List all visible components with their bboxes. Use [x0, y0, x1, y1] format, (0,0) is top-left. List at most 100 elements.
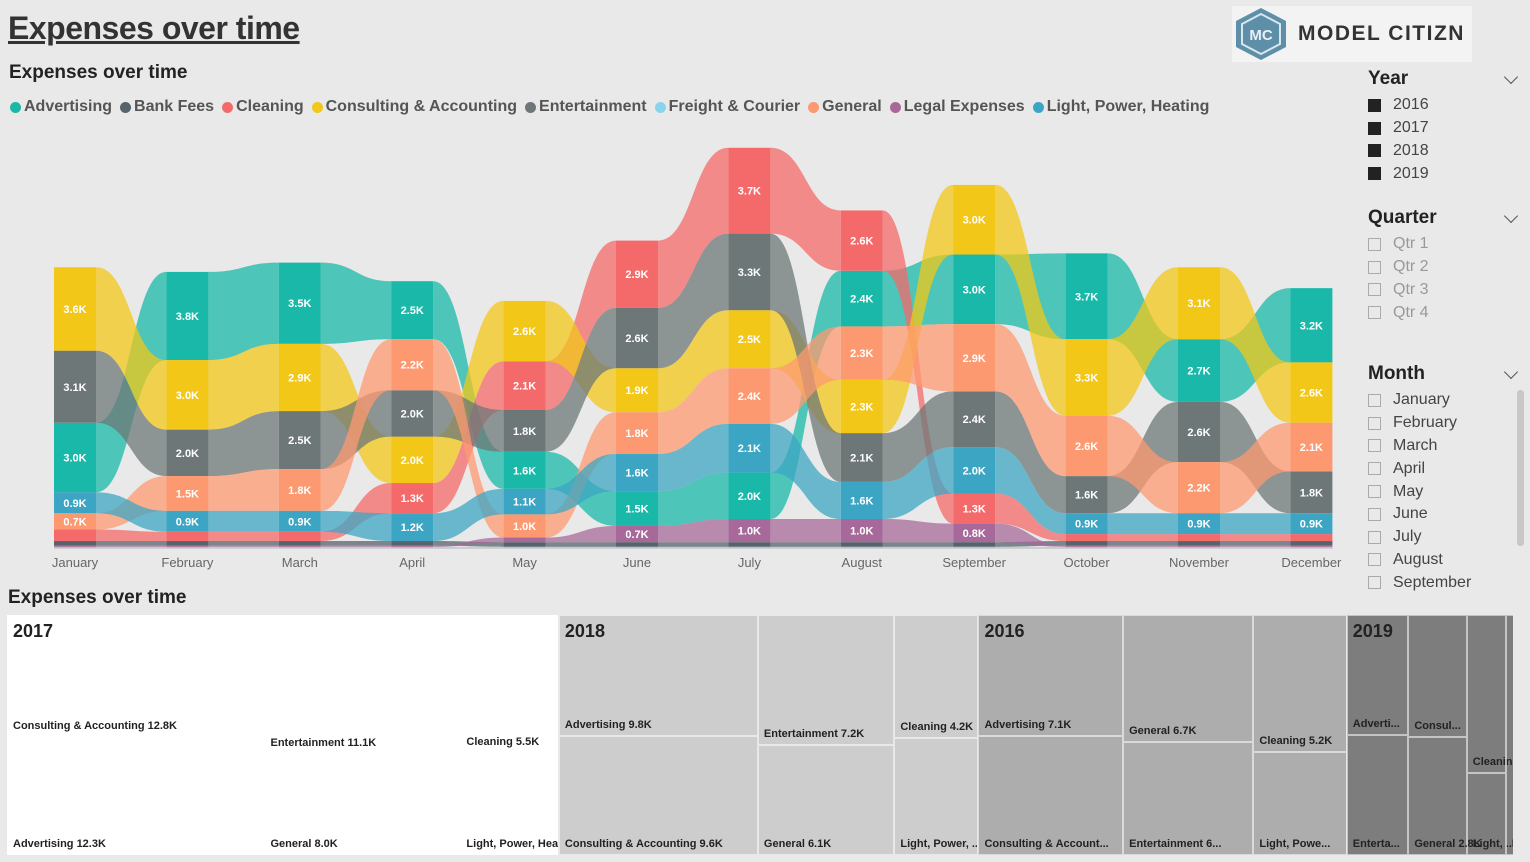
treemap-leaf-light-power-heating[interactable]: Light, ...	[1466, 772, 1513, 855]
ribbon-segment[interactable]	[54, 513, 96, 530]
treemap-chart[interactable]: Consulting & Accounting 12.8K Advertising…	[7, 615, 1514, 855]
ribbon-segment[interactable]	[166, 546, 209, 548]
treemap-leaf-consulting-accounting[interactable]: Consul...	[1408, 615, 1467, 738]
legend-item-consulting-accounting[interactable]: Consulting & Accounting	[311, 98, 517, 116]
ribbon-segment[interactable]	[278, 546, 321, 548]
treemap-leaf-consulting-accounting[interactable]: Consulting & Account...	[978, 735, 1124, 855]
ribbon-segment[interactable]	[166, 429, 209, 477]
ribbon-segment[interactable]	[391, 541, 434, 546]
legend-item-cleaning[interactable]: Cleaning	[222, 98, 304, 116]
ribbon-segment[interactable]	[503, 546, 546, 548]
ribbon-segment[interactable]	[278, 343, 321, 412]
ribbon-segment[interactable]	[278, 531, 321, 542]
slicer-option-february[interactable]: February	[1368, 412, 1518, 435]
treemap-leaf-advertising[interactable]: Adverti...	[1346, 615, 1409, 735]
treemap-leaf-entertainment[interactable]: Entertainment 6...	[1123, 741, 1254, 855]
series-entertainment[interactable]	[96, 233, 1291, 514]
ribbon-segment[interactable]	[1290, 545, 1333, 547]
treemap-leaf-entertainment[interactable]: Enterta...	[1346, 735, 1409, 855]
legend-item-bank-fees[interactable]: Bank Fees	[120, 98, 214, 116]
ribbon-segment[interactable]	[54, 546, 96, 548]
checkbox[interactable]	[1368, 121, 1381, 135]
ribbon-segment[interactable]	[166, 271, 209, 361]
ribbon-segment[interactable]	[616, 491, 658, 526]
ribbon-segment[interactable]	[1290, 471, 1333, 514]
treemap-leaf-entertainment[interactable]: Entertainment 7.2K	[757, 615, 895, 745]
treemap-leaf-general[interactable]: General 8.0K	[264, 754, 461, 855]
ribbon-segment[interactable]	[1178, 534, 1220, 542]
checkbox[interactable]	[1368, 553, 1381, 567]
ribbon-segment[interactable]	[728, 546, 771, 548]
ribbon-segment[interactable]	[54, 492, 96, 514]
ribbon-segment[interactable]	[616, 368, 658, 413]
ribbon-segment[interactable]	[391, 436, 434, 484]
slicer-option-2019[interactable]: 2019	[1368, 162, 1518, 185]
checkbox[interactable]	[1368, 283, 1381, 297]
ribbon-segment[interactable]	[54, 267, 96, 351]
ribbon-segment[interactable]	[953, 546, 996, 548]
ribbon-segment[interactable]	[391, 513, 434, 542]
checkbox[interactable]	[1368, 485, 1381, 499]
ribbon-segment[interactable]	[54, 350, 96, 423]
treemap-leaf-advertising[interactable]: Advertising 9.8K	[558, 615, 758, 737]
treemap-group-2017[interactable]: Consulting & Accounting 12.8K Advertising…	[7, 615, 559, 855]
treemap-group-2018[interactable]: Advertising 9.8K Consulting & Accounting …	[558, 615, 979, 855]
ribbon-segment[interactable]	[1290, 362, 1333, 423]
treemap-leaf-advertising[interactable]: Advertising 12.3K	[7, 737, 265, 855]
ribbon-segment[interactable]	[728, 542, 771, 547]
slicer-option-july[interactable]: July	[1368, 526, 1518, 549]
ribbon-segment[interactable]	[278, 541, 321, 546]
ribbon-segment[interactable]	[840, 546, 883, 548]
slicer-option-september[interactable]: September	[1368, 571, 1518, 594]
ribbon-segment[interactable]	[1065, 513, 1108, 535]
treemap-leaf-light-power-heating[interactable]: Light, Powe...	[1253, 752, 1346, 855]
ribbon-segment[interactable]	[503, 300, 546, 362]
checkbox[interactable]	[1368, 462, 1381, 476]
ribbon-segment[interactable]	[1290, 534, 1333, 542]
ribbon-segment[interactable]	[503, 537, 546, 543]
ribbon-segment[interactable]	[840, 481, 883, 519]
ribbon-segment[interactable]	[840, 433, 883, 482]
ribbon-segment[interactable]	[1178, 267, 1220, 340]
slicer-option-april[interactable]: April	[1368, 457, 1518, 480]
slicer-option-qtr-3[interactable]: Qtr 3	[1368, 279, 1518, 302]
ribbon-segment[interactable]	[953, 391, 996, 448]
ribbon-segment[interactable]	[953, 493, 996, 524]
legend-item-light-power-heating[interactable]: Light, Power, Heating	[1032, 98, 1209, 116]
ribbon-segment[interactable]	[953, 542, 996, 547]
ribbon-segment[interactable]	[616, 240, 658, 308]
ribbon-segment[interactable]	[54, 422, 96, 493]
slicer-option-august[interactable]: August	[1368, 549, 1518, 572]
ribbon-segment[interactable]	[1178, 545, 1220, 547]
checkbox[interactable]	[1368, 260, 1381, 274]
ribbon-segment[interactable]	[1178, 513, 1220, 535]
ribbon-segment[interactable]	[1065, 476, 1108, 514]
slicer-option-march[interactable]: March	[1368, 435, 1518, 458]
ribbon-segment[interactable]	[1065, 415, 1108, 477]
ribbon-segment[interactable]	[391, 546, 434, 548]
legend-item-freight-courier[interactable]: Freight & Courier	[654, 98, 800, 116]
ribbon-segment[interactable]	[503, 451, 546, 489]
ribbon-segment[interactable]	[840, 210, 883, 271]
slicer-option-qtr-1[interactable]: Qtr 1	[1368, 233, 1518, 256]
ribbon-segment[interactable]	[391, 545, 434, 547]
ribbon-segment[interactable]	[953, 324, 996, 392]
ribbon-segment[interactable]	[503, 542, 546, 547]
treemap-leaf-general[interactable]: General 6.7K	[1123, 615, 1254, 742]
ribbon-segment[interactable]	[616, 454, 658, 492]
ribbon-segment[interactable]	[1290, 513, 1333, 535]
treemap-leaf-advertising[interactable]: Advertising 7.1K	[978, 615, 1124, 736]
ribbon-segment[interactable]	[953, 184, 996, 255]
ribbon-segment[interactable]	[840, 542, 883, 547]
ribbon-segment[interactable]	[840, 270, 883, 327]
checkbox[interactable]	[1368, 530, 1381, 544]
treemap-leaf-entertainment[interactable]: Entertainment 11.1K	[264, 615, 461, 755]
ribbon-segment[interactable]	[278, 510, 321, 532]
checkbox[interactable]	[1368, 237, 1381, 251]
ribbon-segment[interactable]	[503, 514, 546, 538]
ribbon-segment[interactable]	[391, 483, 434, 514]
ribbon-segment[interactable]	[166, 360, 209, 430]
ribbon-segment[interactable]	[166, 541, 209, 546]
ribbon-segment[interactable]	[616, 546, 658, 548]
treemap-group-2016[interactable]: Advertising 7.1K Consulting & Account... G…	[978, 615, 1347, 855]
